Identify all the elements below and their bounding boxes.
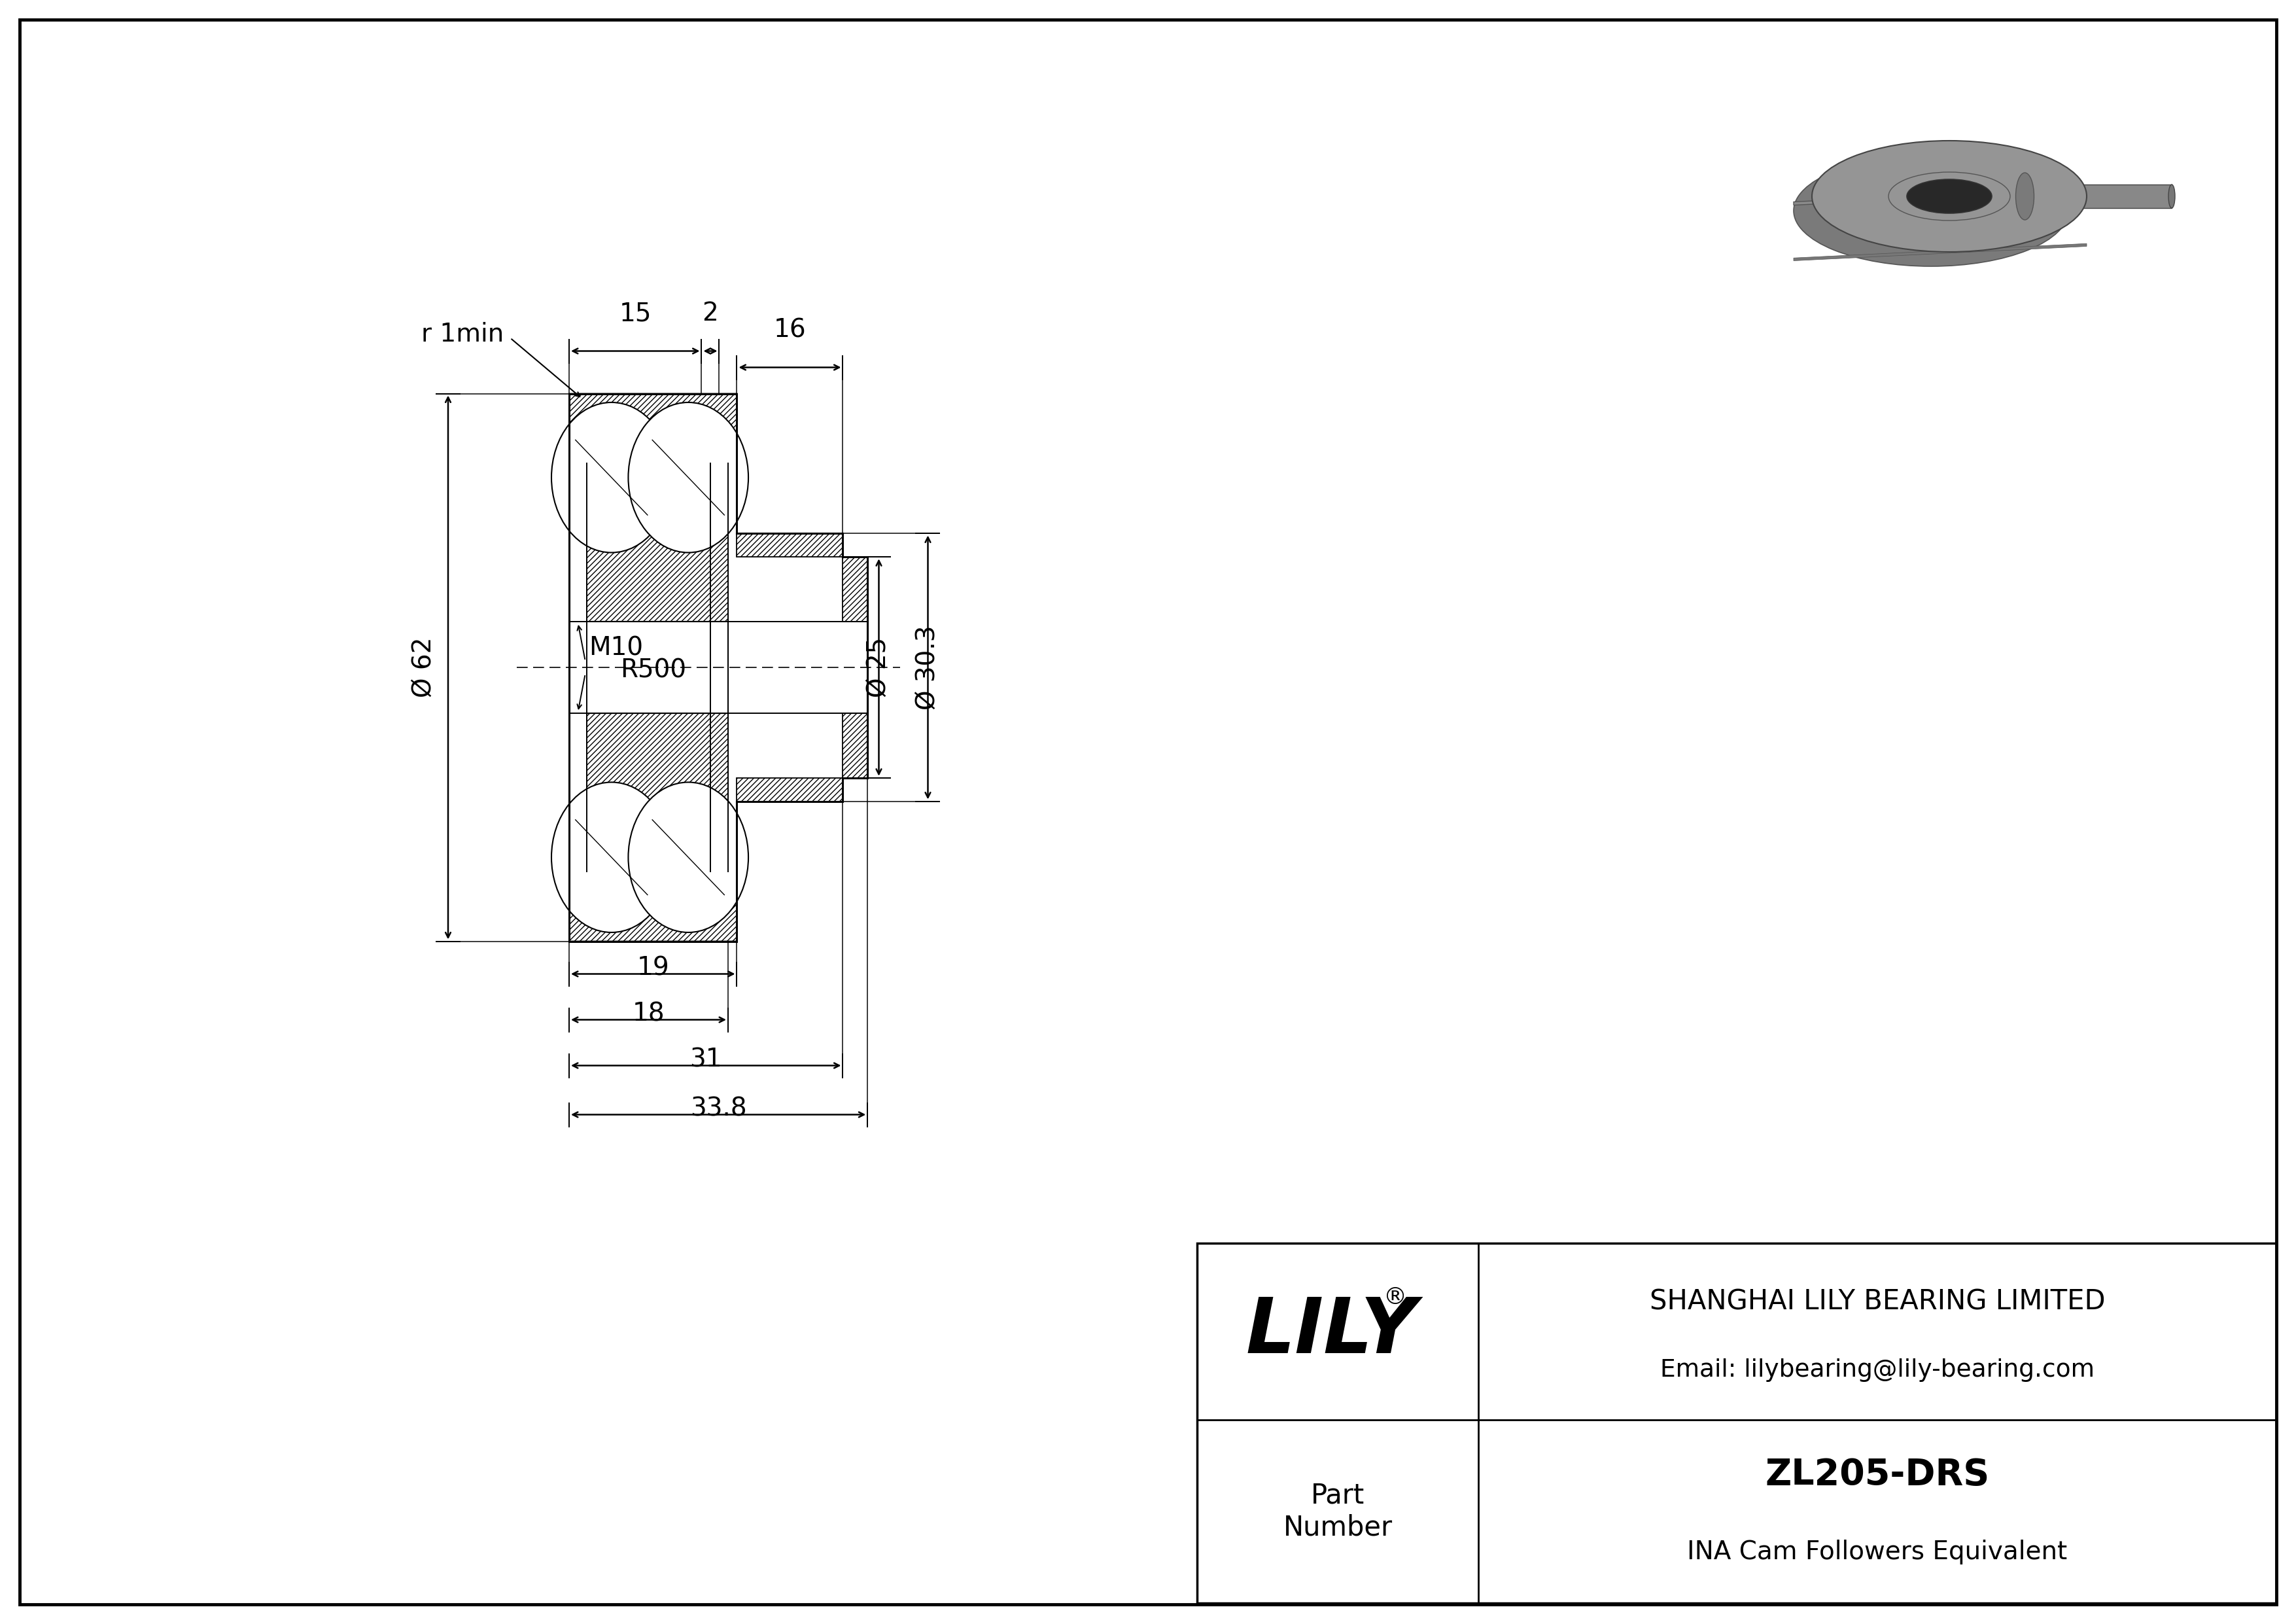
- Text: SHANGHAI LILY BEARING LIMITED: SHANGHAI LILY BEARING LIMITED: [1649, 1288, 2105, 1315]
- Polygon shape: [569, 393, 737, 476]
- Ellipse shape: [551, 403, 670, 552]
- Text: 19: 19: [636, 955, 668, 981]
- Text: ZL205-DRS: ZL205-DRS: [1766, 1457, 1991, 1492]
- Text: R500: R500: [620, 658, 687, 684]
- Ellipse shape: [2016, 172, 2034, 219]
- Ellipse shape: [551, 783, 670, 932]
- Text: 31: 31: [689, 1047, 723, 1072]
- Text: r 1min: r 1min: [420, 322, 503, 348]
- Polygon shape: [1793, 187, 2087, 205]
- Bar: [569, 463, 588, 516]
- Bar: [709, 463, 728, 516]
- Ellipse shape: [2167, 185, 2174, 208]
- Text: Email: lilybearing@lily-bearing.com: Email: lilybearing@lily-bearing.com: [1660, 1359, 2094, 1382]
- Text: LILY: LILY: [1247, 1294, 1417, 1369]
- Polygon shape: [588, 492, 728, 622]
- Text: INA Cam Followers Equivalent: INA Cam Followers Equivalent: [1688, 1540, 2066, 1564]
- Ellipse shape: [1890, 193, 1975, 227]
- Text: 33.8: 33.8: [691, 1096, 746, 1121]
- Ellipse shape: [629, 783, 748, 932]
- Polygon shape: [737, 778, 843, 801]
- Text: Ø 62: Ø 62: [411, 637, 436, 698]
- Text: Ø 30.3: Ø 30.3: [914, 625, 939, 710]
- Bar: [1196, 1244, 2275, 1603]
- Text: 2: 2: [703, 302, 719, 326]
- Text: ®: ®: [1384, 1286, 1407, 1309]
- Polygon shape: [1793, 244, 2087, 261]
- Text: M10: M10: [588, 637, 643, 661]
- Text: 15: 15: [620, 302, 652, 326]
- Polygon shape: [843, 713, 868, 778]
- Ellipse shape: [629, 403, 748, 552]
- Polygon shape: [843, 557, 868, 622]
- Bar: [569, 818, 588, 872]
- Polygon shape: [588, 713, 728, 843]
- Bar: [2080, 185, 2172, 208]
- Text: Part
Number: Part Number: [1283, 1481, 1391, 1541]
- Bar: [709, 818, 728, 872]
- Polygon shape: [569, 859, 737, 942]
- Polygon shape: [737, 534, 843, 557]
- Ellipse shape: [1812, 141, 2087, 252]
- Text: Ø 25: Ø 25: [866, 637, 891, 698]
- Text: 16: 16: [774, 318, 806, 343]
- Text: 18: 18: [631, 1002, 666, 1026]
- Ellipse shape: [1793, 154, 2069, 266]
- Ellipse shape: [1906, 179, 1993, 213]
